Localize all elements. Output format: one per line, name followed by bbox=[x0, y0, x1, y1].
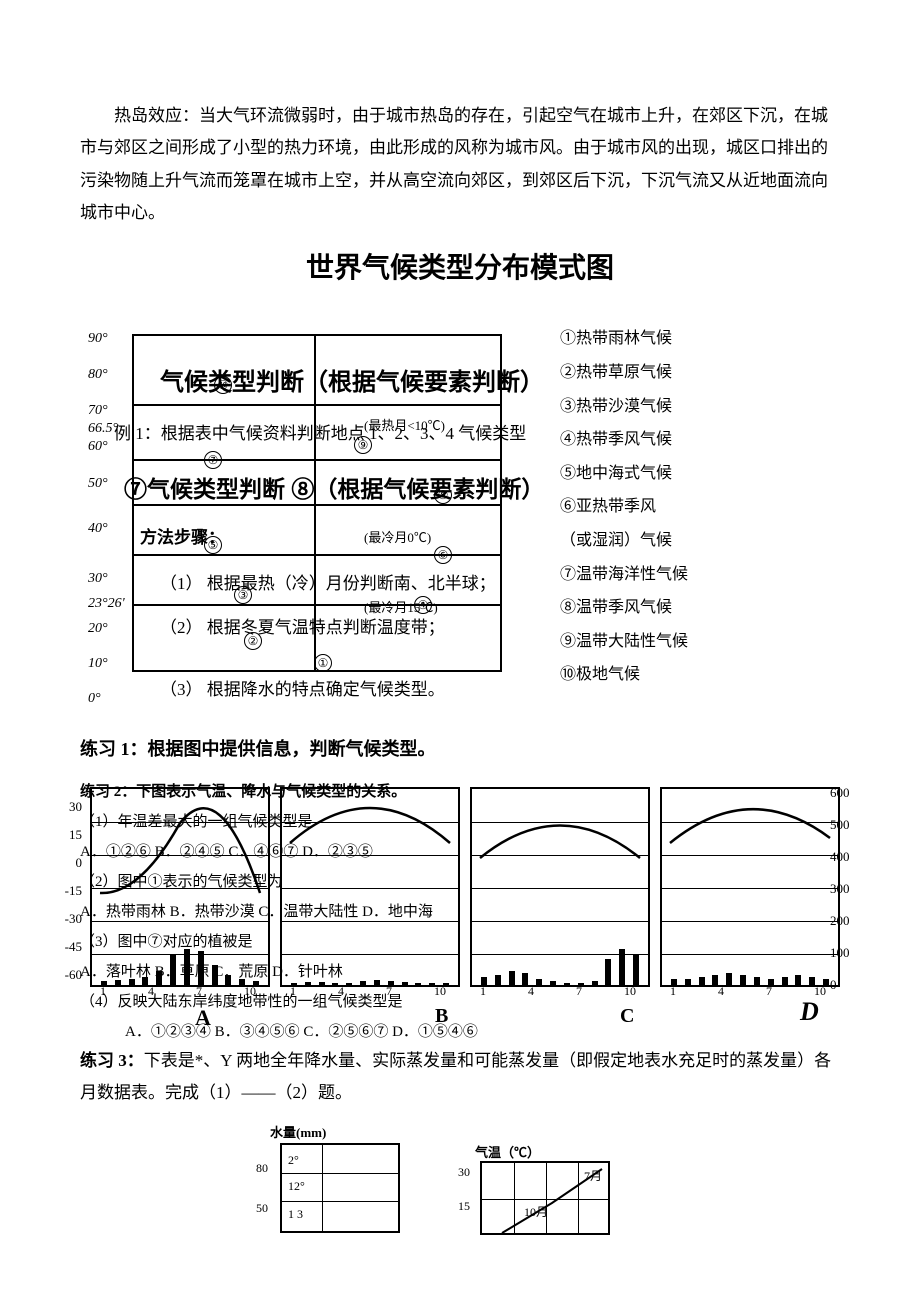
diagram-v-divider bbox=[314, 336, 316, 670]
zone-marker: ② bbox=[244, 632, 262, 650]
zone-marker: ⑥ bbox=[434, 546, 452, 564]
main-title: 世界气候类型分布模式图 bbox=[80, 241, 840, 294]
diagram-y-tick: 10° bbox=[88, 651, 108, 678]
annot-cold: (最热月<10℃) bbox=[364, 414, 445, 439]
legend-item: ⑩极地气候 bbox=[560, 658, 688, 692]
bottom-right-tick: 15 bbox=[458, 1195, 470, 1218]
temp-line-icon bbox=[482, 1163, 612, 1237]
chart-x-tick: 4 bbox=[528, 980, 534, 1003]
diagram-frame: ⑩ ⑦ ⑨ ⑧ ⑤ ⑥ ③ ④ ② ① (最热月<10℃) (最冷月0℃) (最… bbox=[132, 334, 502, 672]
legend-item: ②热带草原气候 bbox=[560, 356, 688, 390]
bottom-right-chart: 7月 10月 bbox=[480, 1161, 610, 1235]
chart-x-tick: 4 bbox=[148, 980, 154, 1003]
chart-left-tick: 0 bbox=[48, 851, 82, 876]
bottom-left-tick: 50 bbox=[256, 1197, 268, 1220]
ex3-head: 练习 3： bbox=[80, 1051, 144, 1070]
legend-item: ⑦温带海洋性气候 bbox=[560, 558, 688, 592]
annot-0c: (最冷月0℃) bbox=[364, 526, 431, 551]
temp-curve-icon bbox=[480, 803, 644, 923]
diagram-h-line bbox=[134, 404, 500, 406]
diagram-h-line bbox=[134, 604, 500, 606]
hand-mark-D: D bbox=[800, 987, 819, 1036]
chart-x-tick: 1 bbox=[670, 980, 676, 1003]
diagram-y-tick: 90° bbox=[88, 326, 108, 353]
bottom-left-tick: 80 bbox=[256, 1157, 268, 1180]
chart-left-tick: -45 bbox=[48, 935, 82, 960]
zone-marker: ⑤ bbox=[204, 536, 222, 554]
bottom-left-val: 2° bbox=[288, 1149, 299, 1172]
chart-x-tick: 10 bbox=[244, 980, 256, 1003]
overlay-step-3: （3） 根据降水的特点确定气候类型。 bbox=[160, 674, 445, 706]
legend-item: ③热带沙漠气候 bbox=[560, 390, 688, 424]
chart-left-tick: -15 bbox=[48, 879, 82, 904]
diagram-h-line bbox=[134, 504, 500, 506]
chart-x-tick: 4 bbox=[338, 980, 344, 1003]
diagram-y-tick: 23°26' bbox=[88, 591, 125, 618]
chart-x-tick: 1 bbox=[480, 980, 486, 1003]
ex2-q4-options: A．①②③④ B．③④⑤⑥ C．②⑤⑥⑦ D．①⑤④⑥ bbox=[80, 1017, 478, 1047]
chart-left-tick: 30 bbox=[48, 795, 82, 820]
chart-left-tick: -60 bbox=[48, 963, 82, 988]
chart-x-tick: 7 bbox=[766, 980, 772, 1003]
diagram-y-tick: 60° bbox=[88, 434, 108, 461]
zone-marker: ⑧ bbox=[434, 486, 452, 504]
chart-x-tick: 1 bbox=[290, 980, 296, 1003]
mini-chart: 14710 bbox=[90, 787, 270, 987]
diagram-h-line bbox=[134, 459, 500, 461]
bottom-chart-pair: 水量(mm) 2° 12° 1 3 80 50 气温（℃） 7月 10月 30 … bbox=[80, 1127, 840, 1247]
annot-15c: (最冷月15℃) bbox=[364, 596, 438, 621]
chart-left-tick: 15 bbox=[48, 823, 82, 848]
legend-item: ⑤地中海式气候 bbox=[560, 457, 688, 491]
climate-charts-panel: 600500400300200100030150-15-30-45-60 练习 … bbox=[80, 773, 840, 1033]
diagram-y-tick: 30° bbox=[88, 566, 108, 593]
temp-curve-icon bbox=[290, 803, 454, 923]
zone-marker: ③ bbox=[234, 586, 252, 604]
chart-x-tick: 7 bbox=[576, 980, 582, 1003]
hand-mark-A: A bbox=[195, 997, 211, 1039]
diagram-y-tick: 80° bbox=[88, 362, 108, 389]
legend-item: ④热带季风气候 bbox=[560, 423, 688, 457]
mini-chart: 14710 bbox=[280, 787, 460, 987]
intro-paragraph: 热岛效应：当大气环流微弱时，由于城市热岛的存在，引起空气在城市上升，在郊区下沉，… bbox=[80, 100, 840, 229]
legend-item: ⑧温带季风气候 bbox=[560, 591, 688, 625]
bottom-left-chart: 2° 12° 1 3 bbox=[280, 1143, 400, 1233]
zone-marker: ⑩ bbox=[214, 376, 232, 394]
legend-item: ⑨温带大陆性气候 bbox=[560, 625, 688, 659]
legend-item: ①热带雨林气候 bbox=[560, 322, 688, 356]
temp-curve-icon bbox=[670, 803, 834, 923]
legend-item: （或湿润）气候 bbox=[560, 524, 688, 558]
ex3-body: 下表是*、Y 两地全年降水量、实际蒸发量和可能蒸发量（即假定地表水充足时的蒸发量… bbox=[80, 1051, 831, 1102]
diagram-y-tick: 50° bbox=[88, 471, 108, 498]
hand-mark-C: C bbox=[620, 997, 634, 1035]
climate-distribution-diagram: 90°80°70°66.5°60°50°40°30°23°26'20°10°0°… bbox=[80, 312, 840, 712]
temp-curve-icon bbox=[100, 803, 264, 923]
bottom-right-tick: 30 bbox=[458, 1161, 470, 1184]
legend-list: ①热带雨林气候②热带草原气候③热带沙漠气候④热带季风气候⑤地中海式气候⑥亚热带季… bbox=[560, 322, 688, 692]
chart-left-tick: -30 bbox=[48, 907, 82, 932]
chart-x-tick: 1 bbox=[100, 980, 106, 1003]
diagram-y-tick: 20° bbox=[88, 616, 108, 643]
mini-chart: 14710 bbox=[660, 787, 840, 987]
bottom-left-val: 1 3 bbox=[288, 1203, 303, 1226]
zone-marker: ⑦ bbox=[204, 451, 222, 469]
hand-mark-B: B bbox=[435, 997, 448, 1035]
zone-marker: ⑨ bbox=[354, 436, 372, 454]
bottom-left-val: 12° bbox=[288, 1175, 305, 1198]
diagram-y-tick: 0° bbox=[88, 686, 101, 713]
zone-marker: ① bbox=[314, 654, 332, 672]
mini-chart: 14710 bbox=[470, 787, 650, 987]
ex2-q4: （4）反映大陆东岸纬度地带性的一组气候类型是 bbox=[80, 987, 478, 1017]
chart-x-tick: 7 bbox=[386, 980, 392, 1003]
exercise-3: 练习 3：下表是*、Y 两地全年降水量、实际蒸发量和可能蒸发量（即假定地表水充足… bbox=[80, 1045, 840, 1110]
legend-item: ⑥亚热带季风 bbox=[560, 490, 688, 524]
diagram-y-tick: 40° bbox=[88, 516, 108, 543]
exercise-1-head: 练习 1：根据图中提供信息，判断气候类型。 bbox=[80, 732, 840, 766]
chart-x-tick: 4 bbox=[718, 980, 724, 1003]
bottom-left-title: 水量(mm) bbox=[270, 1121, 326, 1146]
